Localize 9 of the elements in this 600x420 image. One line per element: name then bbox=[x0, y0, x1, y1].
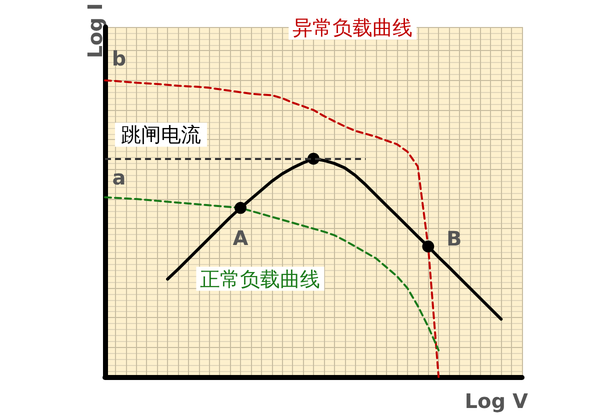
text: b bbox=[112, 46, 126, 70]
text: 异常负载曲线 bbox=[292, 16, 413, 40]
annotation: a bbox=[112, 165, 126, 190]
y-axis-title: Log I bbox=[83, 3, 107, 58]
annotation: B bbox=[446, 226, 462, 250]
series-label: 正常负载曲线 bbox=[200, 266, 320, 291]
annotation: A bbox=[232, 226, 249, 250]
x-axis-title: Log V bbox=[464, 389, 529, 413]
ref-line-label: 跳闸电流 bbox=[121, 122, 201, 147]
